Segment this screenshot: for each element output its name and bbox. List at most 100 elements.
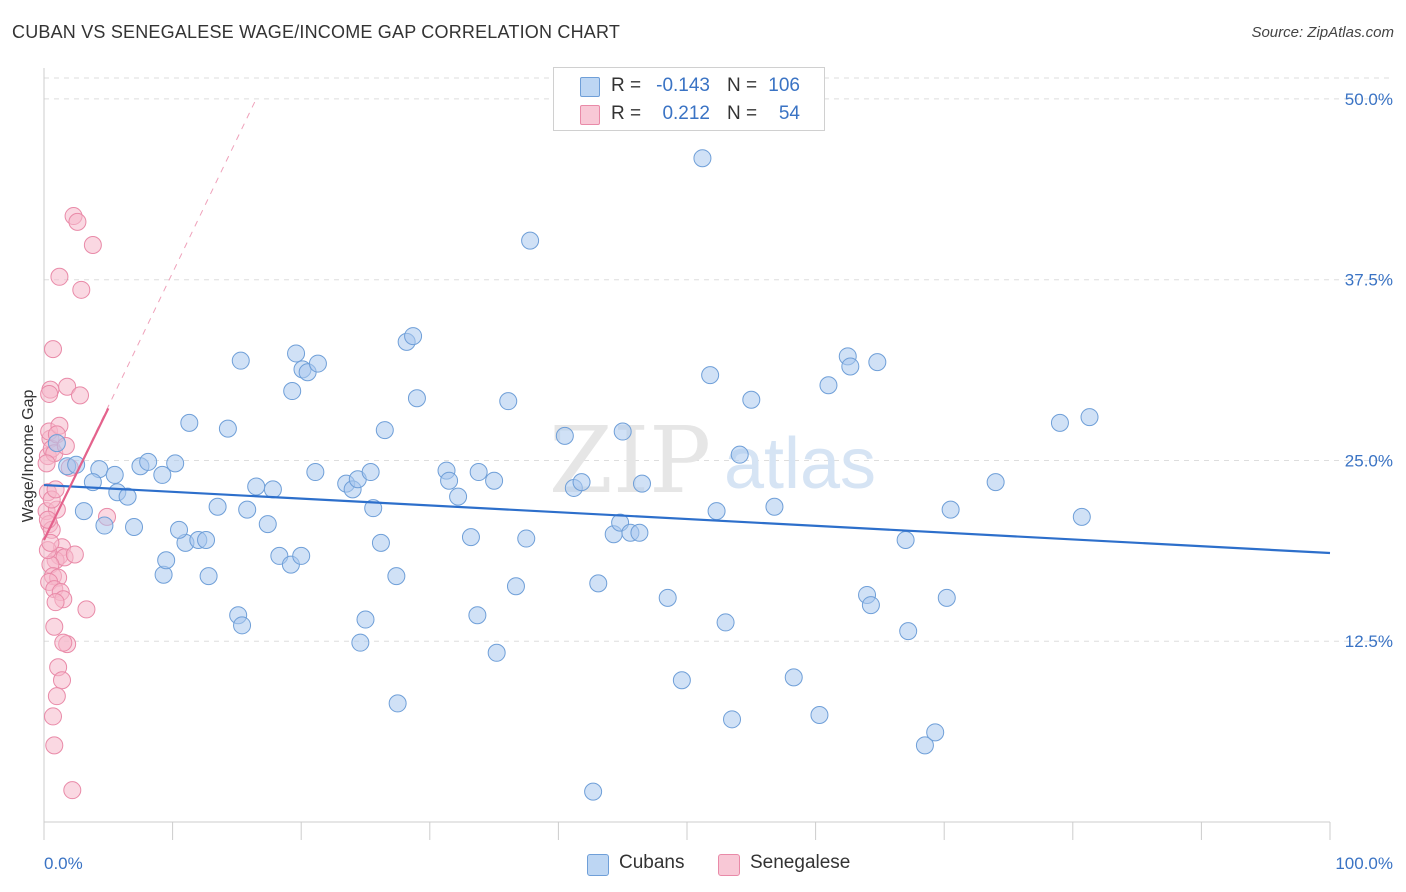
cuban-point-19 — [180, 413, 199, 432]
cuban-point-84 — [742, 390, 761, 409]
senegalese-points — [37, 207, 117, 800]
cuban-point-27 — [238, 500, 257, 519]
senegalese-point-37 — [45, 617, 64, 636]
senegalese-point-45 — [63, 781, 82, 800]
y-tick-labels: 12.5% 25.0% 37.5% 50.0% — [1345, 90, 1393, 651]
cuban-point-63 — [506, 577, 525, 596]
cuban-point-69 — [584, 782, 603, 801]
cuban-point-23 — [208, 497, 227, 516]
senegalese-point-17 — [71, 386, 90, 405]
cuban-point-0 — [47, 434, 66, 453]
cuban-point-95 — [899, 622, 918, 641]
cuban-point-13 — [153, 465, 172, 484]
legend-r-value: -0.143 — [656, 75, 710, 96]
senegalese-trendline — [43, 407, 110, 541]
cuban-point-28 — [233, 616, 252, 635]
y-tick-label-3: 50.0% — [1345, 90, 1393, 109]
cuban-point-66 — [555, 426, 574, 445]
legend-r-value: 0.212 — [662, 103, 710, 124]
cuban-point-74 — [613, 422, 632, 441]
x-tick-label-0: 0.0% — [44, 854, 83, 873]
cuban-point-82 — [723, 710, 742, 729]
legend-r-label: R = — [611, 103, 642, 124]
cuban-point-50 — [404, 327, 423, 346]
cuban-point-58 — [461, 528, 480, 547]
senegalese-point-53 — [41, 533, 60, 552]
senegalese-point-41 — [53, 671, 72, 690]
cuban-point-62 — [499, 392, 518, 411]
cuban-point-61 — [485, 471, 504, 490]
senegalese-point-13 — [68, 212, 87, 231]
y-tick-label-0: 12.5% — [1345, 632, 1393, 651]
cuban-point-10 — [118, 487, 137, 506]
cuban-point-40 — [306, 463, 325, 482]
legend-label-senegalese: Senegalese — [750, 852, 851, 873]
cuban-point-99 — [941, 500, 960, 519]
cuban-point-93 — [861, 596, 880, 615]
cuban-point-2 — [67, 455, 86, 474]
cuban-point-4 — [105, 465, 124, 484]
cuban-point-101 — [1050, 413, 1069, 432]
cuban-point-51 — [407, 389, 426, 408]
senegalese-point-52 — [46, 480, 65, 499]
cuban-point-16 — [170, 520, 189, 539]
legend-n-value: 54 — [778, 103, 800, 124]
cuban-point-56 — [440, 471, 459, 490]
cuban-point-81 — [716, 613, 735, 632]
cuban-point-104 — [632, 474, 651, 493]
cuban-point-46 — [361, 463, 380, 482]
cuban-point-54 — [351, 633, 370, 652]
legend-label-cubans: Cubans — [619, 852, 685, 873]
cuban-point-45 — [356, 610, 375, 629]
cuban-point-92 — [868, 353, 887, 372]
cuban-point-85 — [765, 497, 784, 516]
senegalese-point-11 — [50, 267, 69, 286]
watermark-atlas: atlas — [724, 424, 876, 504]
cuban-point-47 — [371, 533, 390, 552]
cuban-point-57 — [449, 487, 468, 506]
cuban-point-30 — [258, 515, 277, 534]
cuban-point-29 — [247, 477, 266, 496]
trendlines — [43, 98, 1331, 555]
cuban-point-9 — [95, 516, 114, 535]
senegalese-point-15 — [72, 280, 91, 299]
senegalese-point-43 — [44, 707, 63, 726]
cuban-point-100 — [986, 473, 1005, 492]
legend-swatch-pink — [718, 854, 740, 876]
legend-swatch-blue — [580, 77, 600, 97]
cuban-point-83 — [730, 445, 749, 464]
y-axis-label: Wage/Income Gap — [20, 390, 37, 523]
source-label: Source: ZipAtlas.com — [1251, 24, 1394, 41]
cuban-point-12 — [139, 452, 158, 471]
cuban-point-78 — [693, 149, 712, 168]
cuban-point-90 — [841, 357, 860, 376]
cuban-point-44 — [364, 499, 383, 518]
cuban-point-65 — [521, 231, 540, 250]
cuban-point-105 — [469, 463, 488, 482]
senegalese-point-44 — [45, 736, 64, 755]
cuban-point-68 — [572, 473, 591, 492]
cuban-point-86 — [784, 668, 803, 687]
cuban-point-39 — [308, 354, 327, 373]
cuban-point-97 — [926, 723, 945, 742]
cuban-point-14 — [166, 454, 185, 473]
senegalese-point-35 — [46, 593, 65, 612]
legend-n-value: 106 — [768, 75, 800, 96]
cuban-point-53 — [388, 694, 407, 713]
legend-row-cubans: R = -0.143 N = 106 — [554, 73, 824, 101]
senegalese-point-9 — [40, 384, 59, 403]
senegalese-point-14 — [83, 235, 102, 254]
cuban-trendline — [43, 483, 1331, 555]
cuban-point-98 — [937, 588, 956, 607]
cuban-point-102 — [1072, 507, 1091, 526]
x-tick-label-1: 100.0% — [1335, 854, 1393, 873]
cuban-points — [47, 149, 1099, 801]
legend-n-label: N = — [727, 103, 758, 124]
senegalese-point-16 — [58, 377, 77, 396]
senegalese-point-36 — [77, 600, 96, 619]
legend-swatch-pink — [580, 105, 600, 125]
cuban-point-64 — [517, 529, 536, 548]
cuban-point-88 — [819, 376, 838, 395]
cuban-point-26 — [231, 351, 250, 370]
